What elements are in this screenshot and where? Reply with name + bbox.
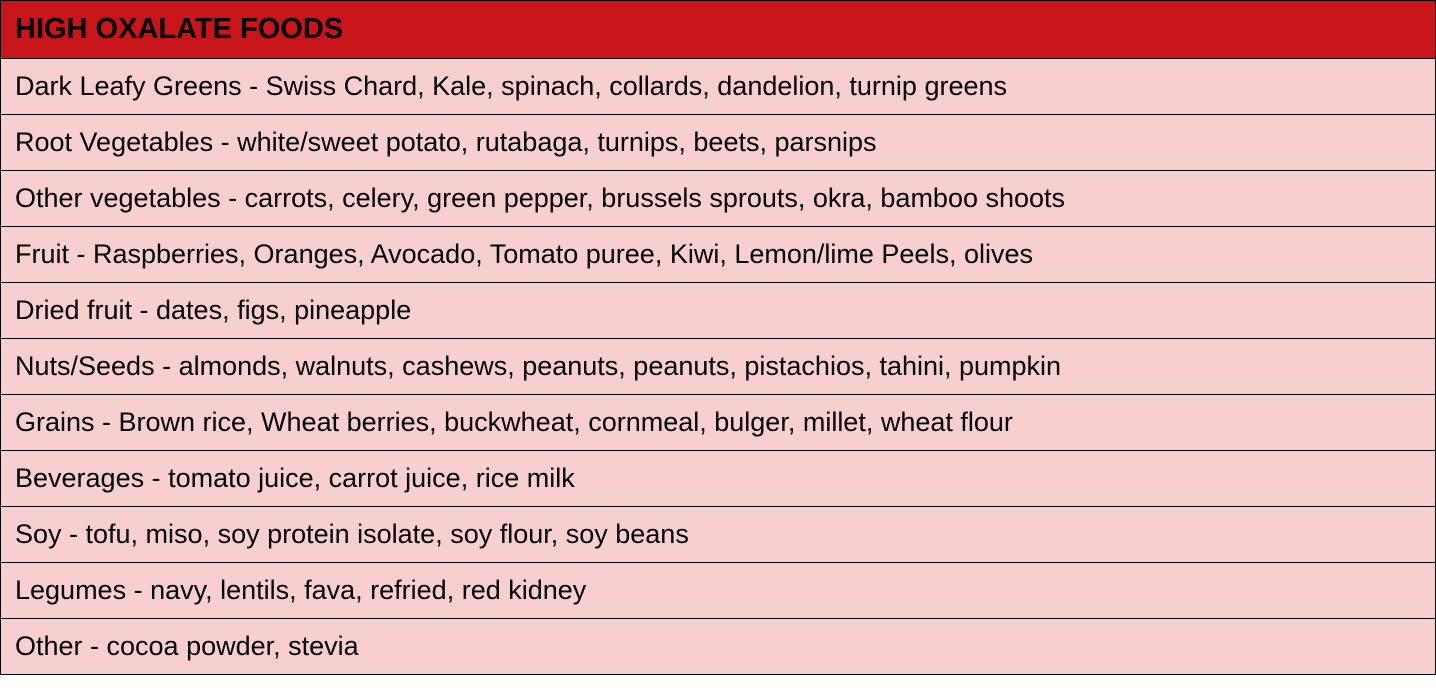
table-row: Other - cocoa powder, stevia xyxy=(1,619,1436,675)
table-row: Other vegetables - carrots, celery, gree… xyxy=(1,171,1436,227)
table-row: Dried fruit - dates, figs, pineapple xyxy=(1,283,1436,339)
table-body: Dark Leafy Greens - Swiss Chard, Kale, s… xyxy=(1,59,1436,675)
table-row: Root Vegetables - white/sweet potato, ru… xyxy=(1,115,1436,171)
table-row: Fruit - Raspberries, Oranges, Avocado, T… xyxy=(1,227,1436,283)
table-row: Legumes - navy, lentils, fava, refried, … xyxy=(1,563,1436,619)
table-row: Beverages - tomato juice, carrot juice, … xyxy=(1,451,1436,507)
oxalate-foods-table: HIGH OXALATE FOODS Dark Leafy Greens - S… xyxy=(0,0,1436,675)
table-row: Nuts/Seeds - almonds, walnuts, cashews, … xyxy=(1,339,1436,395)
table-header: HIGH OXALATE FOODS xyxy=(1,1,1436,59)
table-row: Soy - tofu, miso, soy protein isolate, s… xyxy=(1,507,1436,563)
table-row: Dark Leafy Greens - Swiss Chard, Kale, s… xyxy=(1,59,1436,115)
table-row: Grains - Brown rice, Wheat berries, buck… xyxy=(1,395,1436,451)
